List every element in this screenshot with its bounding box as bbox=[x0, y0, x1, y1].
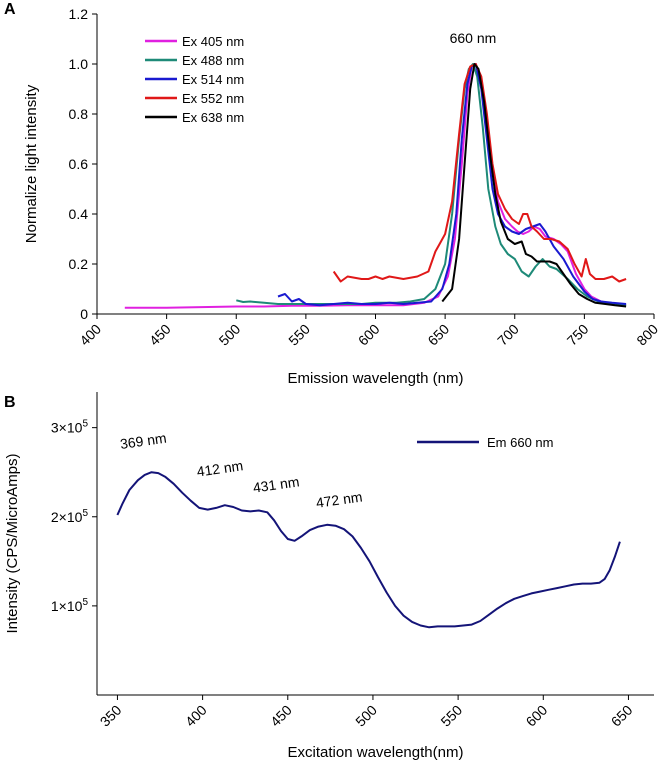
panel-a-legend-label: Ex 514 nm bbox=[182, 72, 244, 87]
panel-b-x-tick-label: 350 bbox=[97, 702, 125, 730]
panel-b-legend-label: Em 660 nm bbox=[487, 435, 553, 450]
panel-a-x-tick-label: 600 bbox=[355, 321, 383, 349]
panel-a-legend-label: Ex 405 nm bbox=[182, 34, 244, 49]
panel-a-x-axis-title: Emission wavelength (nm) bbox=[288, 370, 464, 387]
panel-a-y-tick-label: 0.2 bbox=[69, 256, 89, 272]
panel-a: A 0 0.2 0.4 0.6 0.8 1.0 1.2 400 450 500 550 600 650 70… bbox=[4, 1, 660, 387]
panel-b-legend: Em 660 nm bbox=[417, 435, 553, 450]
panel-a-x-tick-label: 750 bbox=[564, 321, 592, 349]
panel-b-x-tick-label: 600 bbox=[523, 702, 551, 730]
panel-a-y-tick-label: 1.2 bbox=[69, 6, 89, 22]
panel-a-series-line bbox=[332, 63, 627, 283]
panel-a-x-tick-label: 650 bbox=[424, 321, 452, 349]
panel-b-x-axis-title: Excitation wavelength(nm) bbox=[288, 744, 464, 761]
panel-a-x-tick-label: 800 bbox=[633, 321, 660, 349]
panel-a-y-tick-label: 0 bbox=[80, 306, 88, 322]
panel-a-y-tick-label: 1.0 bbox=[69, 56, 89, 72]
panel-a-series-line bbox=[236, 63, 627, 307]
panel-b-peak-annotation: 412 nm bbox=[196, 457, 244, 479]
panel-b-y-tick-label: 2×105 bbox=[51, 508, 89, 525]
panel-b-x-tick-label: 650 bbox=[608, 702, 636, 730]
panel-b-series-line bbox=[116, 471, 621, 629]
panel-b-x-tick-label: 550 bbox=[437, 702, 465, 730]
panel-a-legend-label: Ex 488 nm bbox=[182, 53, 244, 68]
panel-a-x-tick-label: 700 bbox=[494, 321, 522, 349]
panel-b-y-axis-title: Intensity (CPS/MicroAmps) bbox=[4, 453, 21, 633]
panel-b-label: B bbox=[4, 394, 16, 411]
panel-b-y-tick-label: 3×105 bbox=[51, 419, 89, 436]
panel-a-legend: Ex 405 nm Ex 488 nm Ex 514 nm Ex 552 nm Ex 6… bbox=[145, 34, 244, 125]
panel-b-peak-annotation: 431 nm bbox=[252, 473, 300, 495]
panel-a-y-axis-title: Normalize light intensity bbox=[23, 84, 40, 243]
panel-b-x-tick-label: 500 bbox=[352, 702, 380, 730]
panel-a-peak-annotation: 660 nm bbox=[450, 30, 497, 46]
panel-a-x-tick-label: 400 bbox=[76, 321, 104, 349]
panel-a-y-tick-label: 0.6 bbox=[69, 156, 89, 172]
panel-b-x-tick-label: 450 bbox=[267, 702, 295, 730]
panel-a-label: A bbox=[4, 1, 16, 18]
panel-b-peak-annotation: 472 nm bbox=[315, 488, 363, 510]
panel-a-y-tick-label: 0.4 bbox=[69, 206, 89, 222]
panel-b: B 1×105 2×105 3×105 350 400 450 500 550 600 650 Exc… bbox=[4, 392, 654, 761]
panel-a-x-tick-label: 550 bbox=[285, 321, 313, 349]
panel-a-x-tick-label: 500 bbox=[216, 321, 244, 349]
panel-a-legend-label: Ex 552 nm bbox=[182, 91, 244, 106]
panel-a-series-line bbox=[441, 63, 627, 308]
panel-b-x-tick-label: 400 bbox=[182, 702, 210, 730]
panel-a-x-tick-label: 450 bbox=[146, 321, 174, 349]
panel-a-y-tick-label: 0.8 bbox=[69, 106, 89, 122]
panel-b-peak-annotation: 369 nm bbox=[119, 430, 167, 452]
panel-b-y-tick-label: 1×105 bbox=[51, 597, 89, 614]
panel-a-legend-label: Ex 638 nm bbox=[182, 110, 244, 125]
